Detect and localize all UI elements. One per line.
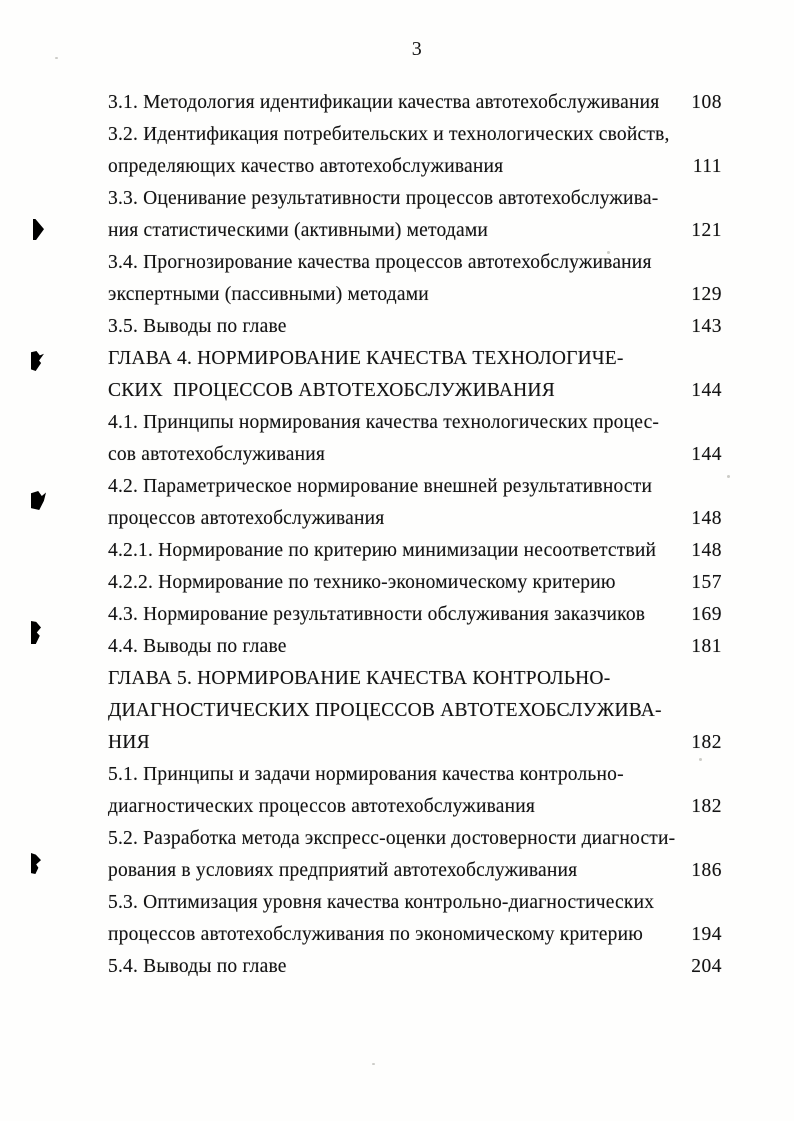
toc-entry-page-number: 182 — [691, 732, 722, 753]
toc-entry-text: экспертными (пассивными) методами — [108, 284, 429, 305]
page-number: 3 — [411, 38, 423, 60]
toc-entry-text: сов автотехобслуживания — [108, 444, 326, 465]
toc-entry-text: ГЛАВА 5. НОРМИРОВАНИЕ КАЧЕСТВА КОНТРОЛЬН… — [108, 668, 611, 689]
toc-row: процессов автотехобслуживания 148 — [108, 503, 722, 535]
table-of-contents: 3.1. Методология идентификации качества … — [108, 87, 722, 983]
toc-entry-page-number: 186 — [691, 860, 722, 881]
toc-row: процессов автотехобслуживания по экономи… — [108, 919, 722, 951]
toc-entry-text: НИЯ — [108, 732, 150, 753]
toc-row: 4.2.2. Нормирование по технико-экономиче… — [108, 567, 722, 599]
toc-entry-text: 4.2.1. Нормирование по критерию минимиза… — [108, 540, 657, 561]
toc-entry-text: 5.4. Выводы по главе — [108, 956, 287, 977]
toc-row: 4.3. Нормирование результативности обслу… — [108, 599, 722, 631]
toc-entry-page-number: 182 — [691, 796, 722, 817]
ink-smudge-icon — [33, 219, 44, 240]
toc-row: ГЛАВА 5. НОРМИРОВАНИЕ КАЧЕСТВА КОНТРОЛЬН… — [108, 663, 722, 695]
toc-entry-text: 3.4. Прогнозирование качества процессов … — [108, 252, 652, 273]
toc-row: 4.4. Выводы по главе 181 — [108, 631, 722, 663]
toc-entry-text: 4.1. Принципы нормирования качества техн… — [108, 412, 660, 433]
toc-entry-text: 4.4. Выводы по главе — [108, 636, 287, 657]
toc-entry-text: 5.1. Принципы и задачи нормирования каче… — [108, 764, 624, 785]
toc-row: 3.1. Методология идентификации качества … — [108, 87, 722, 119]
toc-entry-page-number: 194 — [691, 924, 722, 945]
scan-speck — [727, 475, 730, 478]
scan-speck — [55, 57, 58, 59]
toc-entry-page-number: 148 — [691, 508, 722, 529]
toc-entry-page-number: 181 — [691, 636, 722, 657]
toc-entry-text: СКИХ ПРОЦЕССОВ АВТОТЕХОБСЛУЖИВАНИЯ — [108, 380, 555, 401]
toc-row: 3.3. Оценивание результативности процесс… — [108, 183, 722, 215]
toc-row: ГЛАВА 4. НОРМИРОВАНИЕ КАЧЕСТВА ТЕХНОЛОГИ… — [108, 343, 722, 375]
ink-smudge-icon — [31, 853, 41, 874]
toc-row: экспертными (пассивными) методами 129 — [108, 279, 722, 311]
toc-entry-text: 3.2. Идентификация потребительских и тех… — [108, 124, 670, 145]
ink-smudge-icon — [31, 491, 46, 510]
toc-row: 5.1. Принципы и задачи нормирования каче… — [108, 759, 722, 791]
toc-row: НИЯ 182 — [108, 727, 722, 759]
toc-entry-text: 3.1. Методология идентификации качества … — [108, 92, 660, 113]
toc-entry-page-number: 108 — [691, 92, 722, 113]
toc-entry-text: процессов автотехобслуживания — [108, 508, 385, 529]
toc-entry-page-number: 121 — [691, 220, 722, 241]
ink-smudge-icon — [31, 621, 41, 644]
toc-entry-page-number: 143 — [691, 316, 722, 337]
toc-entry-text: 4.2. Параметрическое нормирование внешне… — [108, 476, 653, 497]
toc-entry-page-number: 129 — [691, 284, 722, 305]
scan-speck — [607, 251, 610, 254]
toc-row: ДИАГНОСТИЧЕСКИХ ПРОЦЕССОВ АВТОТЕХОБСЛУЖИ… — [108, 695, 722, 727]
toc-row: 4.1. Принципы нормирования качества техн… — [108, 407, 722, 439]
toc-entry-text: 3.5. Выводы по главе — [108, 316, 287, 337]
toc-row: 3.4. Прогнозирование качества процессов … — [108, 247, 722, 279]
scan-speck — [699, 758, 702, 761]
toc-entry-text: 3.3. Оценивание результативности процесс… — [108, 188, 659, 209]
scan-speck — [372, 1063, 375, 1065]
toc-entry-text: определяющих качество автотехобслуживани… — [108, 156, 504, 177]
toc-entry-page-number: 157 — [691, 572, 722, 593]
toc-entry-page-number: 148 — [691, 540, 722, 561]
toc-entry-text: 4.2.2. Нормирование по технико-экономиче… — [108, 572, 616, 593]
toc-row: диагностических процессов автотехобслужи… — [108, 791, 722, 823]
toc-entry-text: рования в условиях предприятий автотехоб… — [108, 860, 578, 881]
toc-entry-page-number: 144 — [691, 380, 722, 401]
toc-row: 5.2. Разработка метода экспресс-оценки д… — [108, 823, 722, 855]
toc-row: 5.3. Оптимизация уровня качества контрол… — [108, 887, 722, 919]
toc-entry-text: ДИАГНОСТИЧЕСКИХ ПРОЦЕССОВ АВТОТЕХОБСЛУЖИ… — [108, 700, 662, 721]
ink-smudge-icon — [31, 351, 44, 371]
toc-entry-page-number: 111 — [692, 156, 722, 177]
toc-row: 3.2. Идентификация потребительских и тех… — [108, 119, 722, 151]
toc-row: рования в условиях предприятий автотехоб… — [108, 855, 722, 887]
toc-row: 4.2. Параметрическое нормирование внешне… — [108, 471, 722, 503]
toc-row: СКИХ ПРОЦЕССОВ АВТОТЕХОБСЛУЖИВАНИЯ 144 — [108, 375, 722, 407]
toc-entry-page-number: 169 — [691, 604, 722, 625]
toc-entry-text: процессов автотехобслуживания по экономи… — [108, 924, 643, 945]
toc-entry-page-number: 144 — [691, 444, 722, 465]
toc-entry-text: диагностических процессов автотехобслужи… — [108, 796, 536, 817]
toc-row: 4.2.1. Нормирование по критерию минимиза… — [108, 535, 722, 567]
toc-row: сов автотехобслуживания 144 — [108, 439, 722, 471]
toc-row: 5.4. Выводы по главе 204 — [108, 951, 722, 983]
toc-row: ния статистическими (активными) методами… — [108, 215, 722, 247]
toc-entry-text: 4.3. Нормирование результативности обслу… — [108, 604, 646, 625]
toc-row: 3.5. Выводы по главе 143 — [108, 311, 722, 343]
toc-entry-page-number: 204 — [691, 956, 722, 977]
toc-entry-text: 5.3. Оптимизация уровня качества контрол… — [108, 892, 655, 913]
toc-entry-text: ния статистическими (активными) методами — [108, 220, 489, 241]
toc-row: определяющих качество автотехобслуживани… — [108, 151, 722, 183]
toc-entry-text: 5.2. Разработка метода экспресс-оценки д… — [108, 828, 676, 849]
toc-entry-text: ГЛАВА 4. НОРМИРОВАНИЕ КАЧЕСТВА ТЕХНОЛОГИ… — [108, 348, 624, 369]
